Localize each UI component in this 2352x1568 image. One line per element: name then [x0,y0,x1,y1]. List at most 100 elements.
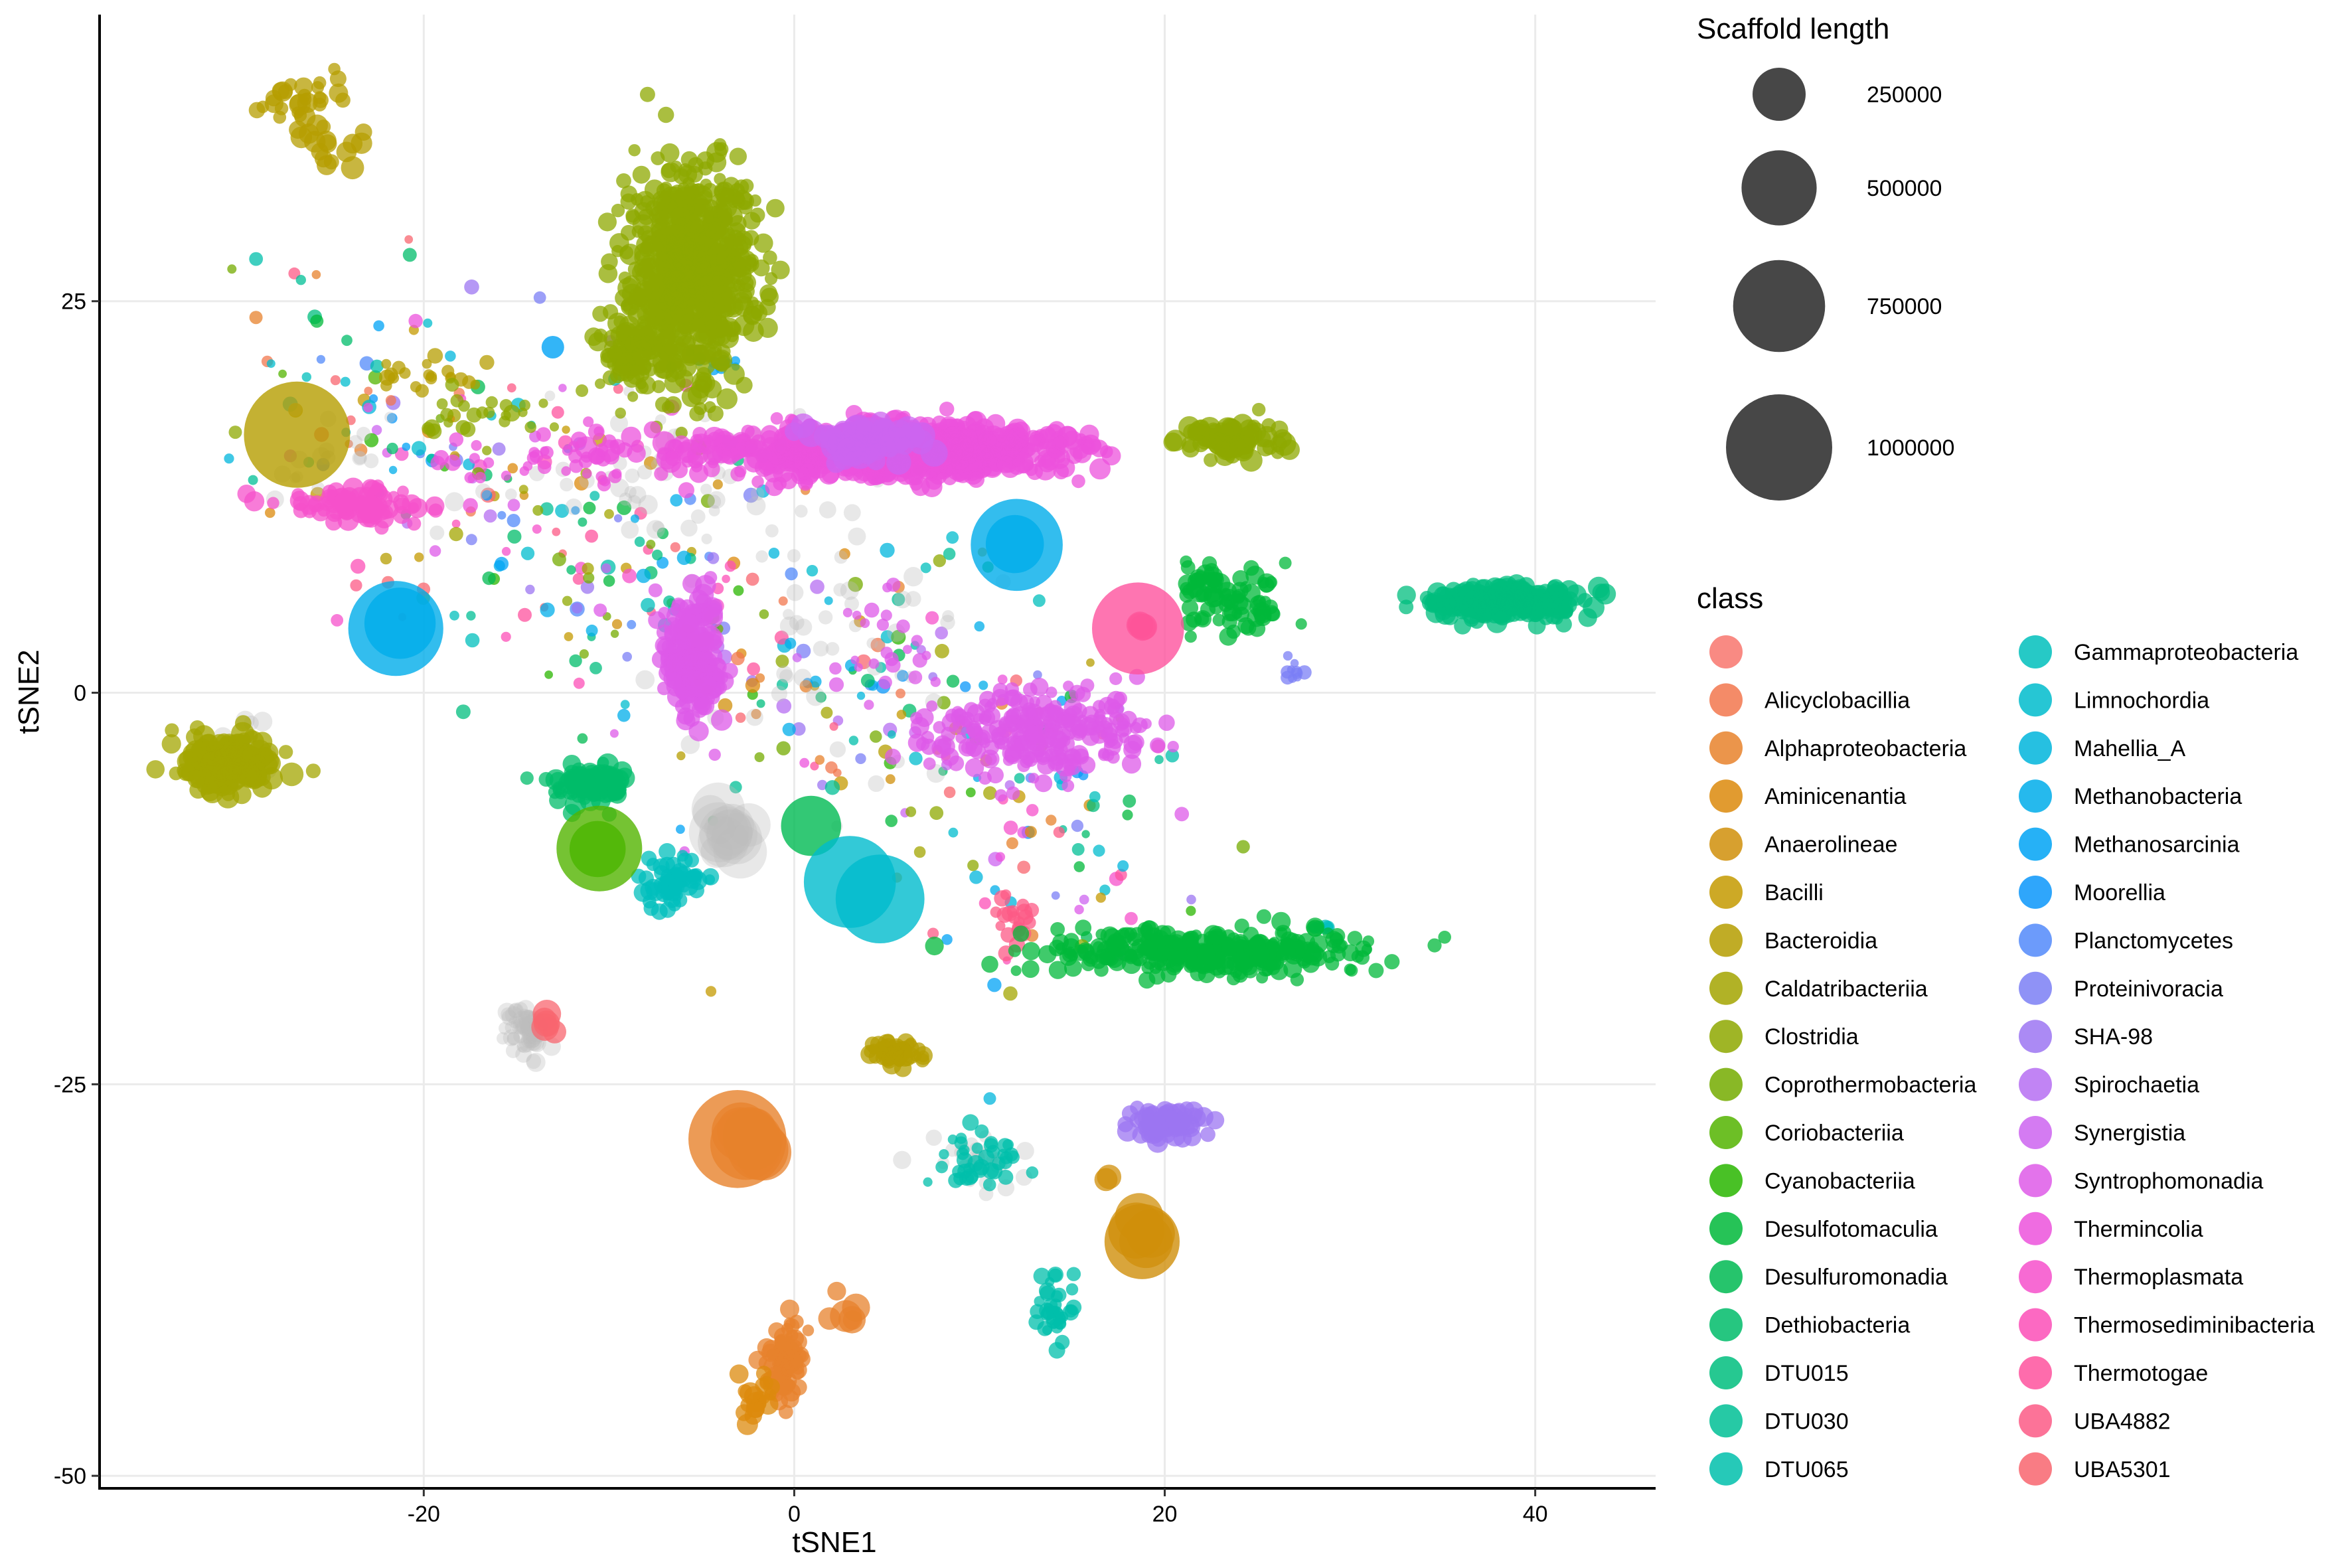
class-legend-label: Thermotogae [2074,1361,2208,1386]
data-point [670,494,683,507]
data-point [995,921,1006,931]
data-point [615,408,626,419]
data-point [630,514,639,523]
data-point [386,413,398,424]
data-point [621,426,641,447]
unclassified-point [706,809,758,860]
data-point [597,756,609,769]
data-point [731,651,745,666]
data-point [1421,593,1440,612]
data-point [1072,444,1092,463]
data-point [711,709,733,731]
data-point [707,552,720,564]
data-point [852,610,862,620]
data-point [842,607,852,617]
data-point [632,165,651,184]
unclassified-point [699,806,753,860]
data-point [407,516,422,531]
data-point [1231,590,1243,602]
data-point [589,491,600,501]
data-point [979,680,988,690]
data-point [1129,722,1142,734]
data-point [572,602,583,614]
data-point [674,369,694,388]
data-point [828,677,844,692]
unclassified-point [518,1008,530,1020]
data-point [1583,596,1605,619]
data-point [925,936,944,956]
data-point [1221,939,1238,957]
unclassified-point [776,665,793,682]
data-point [479,354,495,370]
data-point [249,311,263,325]
data-point [1132,953,1144,966]
data-point [1516,598,1532,615]
data-point [552,527,561,536]
size-legend-label: 500000 [1867,176,1942,201]
data-point [728,229,744,246]
data-point [1178,574,1197,593]
data-point [1081,830,1090,838]
data-point [538,398,548,408]
data-point [930,676,941,687]
data-point [775,439,790,454]
scaffold-point [541,336,564,358]
scaffold-point [803,836,896,928]
data-point [935,643,949,659]
data-point [242,745,261,765]
data-point [1221,613,1237,630]
data-point [593,328,608,343]
unclassified-point [700,483,712,495]
data-point [829,662,842,675]
data-point [978,1149,995,1166]
data-point [373,320,384,332]
data-point [932,427,945,440]
unclassified-point [711,813,762,864]
data-point [414,552,424,562]
class-legend-key [1709,923,1743,957]
data-point [678,482,694,499]
data-point [445,378,459,392]
data-point [569,654,582,668]
data-point [507,529,522,544]
data-point [722,663,738,679]
data-point [1542,591,1560,609]
data-point [625,208,640,223]
data-point [745,678,761,693]
data-point [937,696,951,710]
unclassified-point [848,619,862,633]
data-point [639,241,652,254]
data-point [722,574,730,584]
data-point [603,575,615,587]
data-point [237,485,256,503]
data-point [507,514,520,528]
data-point [765,477,784,497]
unclassified-point [516,1041,528,1053]
data-point [608,345,621,358]
data-point [908,670,923,684]
data-point [825,761,838,774]
data-point [665,396,682,414]
data-point [607,785,627,804]
data-point [925,611,939,625]
data-point [666,653,685,672]
data-point [1167,741,1179,753]
data-point [751,709,761,720]
data-point [955,441,974,461]
class-legend-key [2019,1116,2052,1149]
data-point [249,252,264,266]
data-point [593,603,607,617]
data-point [583,416,594,428]
data-point [658,106,674,123]
data-point [1115,868,1127,881]
data-point [946,674,960,688]
data-point [455,704,471,720]
data-point [775,655,789,668]
class-legend-key [1709,731,1743,765]
data-point [520,546,535,560]
data-point [1032,707,1051,726]
data-point [428,503,443,518]
data-point [440,408,454,422]
data-point [675,426,688,439]
